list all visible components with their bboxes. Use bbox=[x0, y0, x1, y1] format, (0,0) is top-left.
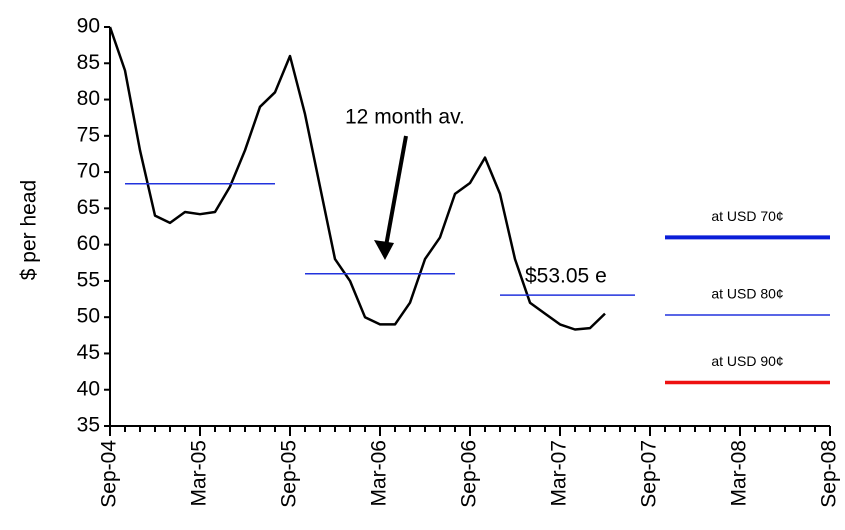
series-label: at USD 70¢ bbox=[711, 208, 783, 224]
y-tick-label: 60 bbox=[77, 232, 100, 255]
x-tick-label: Sep-06 bbox=[458, 440, 481, 508]
y-tick-label: 50 bbox=[77, 305, 100, 328]
series-label: at USD 90¢ bbox=[711, 353, 783, 369]
x-tick-label: Mar-06 bbox=[368, 440, 391, 507]
y-tick-label: 85 bbox=[77, 51, 100, 74]
x-tick-label: Mar-08 bbox=[728, 440, 751, 507]
x-tick-label: Sep-05 bbox=[278, 440, 301, 508]
annotation-arrow bbox=[384, 135, 408, 247]
series-line bbox=[108, 26, 606, 331]
y-tick-label: 35 bbox=[77, 414, 100, 437]
x-tick-label: Sep-04 bbox=[98, 440, 121, 508]
y-tick-label: 70 bbox=[77, 160, 100, 183]
x-tick-label: Sep-07 bbox=[638, 440, 661, 508]
y-axis-label: $ per head bbox=[18, 180, 41, 280]
y-tick-label: 75 bbox=[77, 123, 100, 146]
y-tick-label: 40 bbox=[77, 377, 100, 400]
annotation: $53.05 e bbox=[525, 265, 607, 288]
x-tick-label: Mar-05 bbox=[188, 440, 211, 507]
y-tick-label: 45 bbox=[77, 341, 100, 364]
y-tick-label: 55 bbox=[77, 268, 100, 291]
series-label: at USD 80¢ bbox=[711, 286, 783, 302]
y-tick-label: 65 bbox=[77, 196, 100, 219]
annotation: 12 month av. bbox=[345, 106, 465, 129]
x-tick-label: Mar-07 bbox=[548, 440, 571, 507]
annotation-arrowhead bbox=[374, 240, 394, 260]
y-tick-label: 90 bbox=[77, 15, 100, 38]
x-tick-label: Sep-08 bbox=[818, 440, 841, 508]
y-tick-label: 80 bbox=[77, 87, 100, 110]
